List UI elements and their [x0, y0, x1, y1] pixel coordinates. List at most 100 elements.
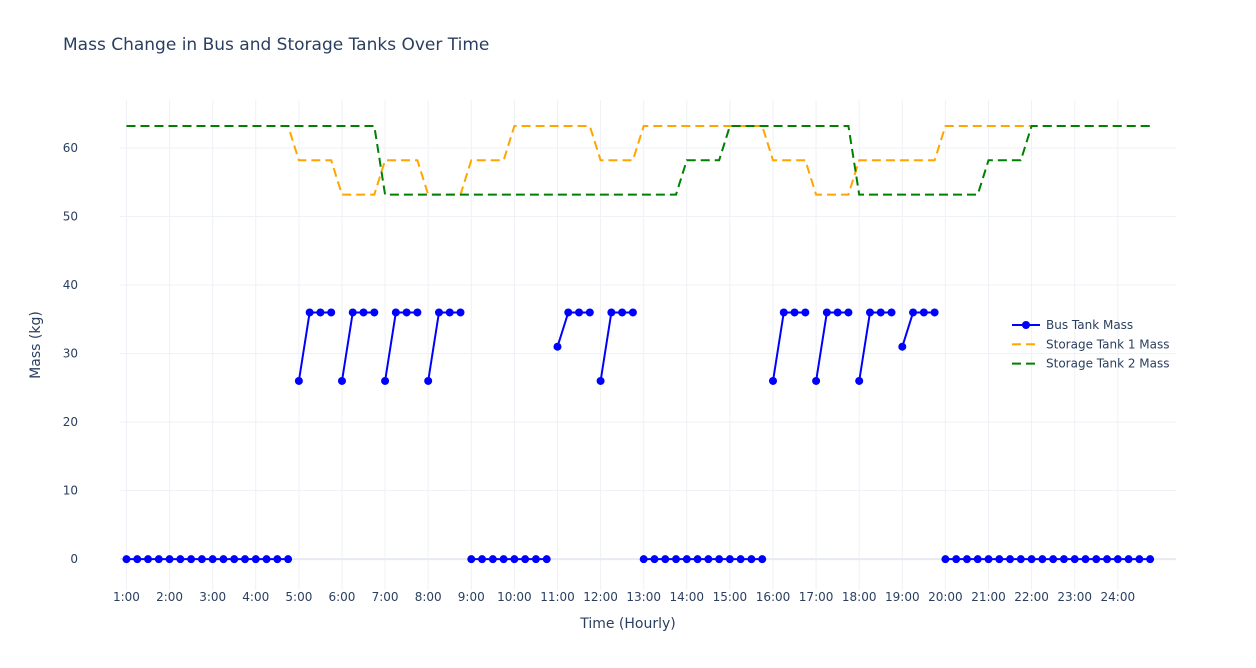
data-point[interactable] [607, 308, 616, 317]
data-point[interactable] [941, 555, 950, 564]
data-point[interactable] [467, 555, 476, 564]
data-point[interactable] [1070, 555, 1079, 564]
data-point[interactable] [962, 555, 971, 564]
data-point[interactable] [661, 555, 670, 564]
data-point[interactable] [1027, 555, 1036, 564]
data-point[interactable] [768, 376, 777, 385]
data-point[interactable] [370, 308, 379, 317]
data-point[interactable] [1016, 555, 1025, 564]
data-point[interactable] [1006, 555, 1015, 564]
data-point[interactable] [833, 308, 842, 317]
data-point[interactable] [381, 376, 390, 385]
data-point[interactable] [736, 555, 745, 564]
data-point[interactable] [197, 555, 206, 564]
data-point[interactable] [219, 555, 228, 564]
data-point[interactable] [855, 376, 864, 385]
data-point[interactable] [144, 555, 153, 564]
data-point[interactable] [391, 308, 400, 317]
data-point[interactable] [812, 376, 821, 385]
data-point[interactable] [1092, 555, 1101, 564]
data-point[interactable] [585, 308, 594, 317]
data-point[interactable] [122, 555, 131, 564]
data-point[interactable] [1049, 555, 1058, 564]
legend-item[interactable]: Storage Tank 2 Mass [1012, 357, 1170, 371]
data-point[interactable] [348, 308, 357, 317]
data-point[interactable] [618, 308, 627, 317]
data-point[interactable] [284, 555, 293, 564]
data-point[interactable] [790, 308, 799, 317]
data-point[interactable] [693, 555, 702, 564]
data-point[interactable] [1038, 555, 1047, 564]
data-point[interactable] [553, 342, 562, 351]
data-point[interactable] [542, 555, 551, 564]
data-point[interactable] [359, 308, 368, 317]
data-point[interactable] [337, 376, 346, 385]
data-point[interactable] [973, 555, 982, 564]
data-point[interactable] [133, 555, 142, 564]
data-point[interactable] [230, 555, 239, 564]
data-point[interactable] [294, 376, 303, 385]
data-point[interactable] [478, 555, 487, 564]
data-point[interactable] [822, 308, 831, 317]
data-point[interactable] [682, 555, 691, 564]
data-point[interactable] [1103, 555, 1112, 564]
data-point[interactable] [639, 555, 648, 564]
data-point[interactable] [1081, 555, 1090, 564]
data-point[interactable] [779, 308, 788, 317]
data-point[interactable] [984, 555, 993, 564]
data-point[interactable] [995, 555, 1004, 564]
data-point[interactable] [510, 555, 519, 564]
legend-item[interactable]: Bus Tank Mass [1012, 318, 1133, 332]
data-point[interactable] [930, 308, 939, 317]
data-point[interactable] [316, 308, 325, 317]
data-point[interactable] [876, 308, 885, 317]
data-point[interactable] [434, 308, 443, 317]
data-point[interactable] [747, 555, 756, 564]
data-point[interactable] [273, 555, 282, 564]
data-point[interactable] [1146, 555, 1155, 564]
legend-item[interactable]: Storage Tank 1 Mass [1012, 337, 1170, 351]
data-point[interactable] [445, 308, 454, 317]
legend[interactable]: Bus Tank Mass Storage Tank 1 Mass Storage … [1012, 318, 1170, 371]
data-point[interactable] [327, 308, 336, 317]
data-point[interactable] [758, 555, 767, 564]
data-point[interactable] [521, 555, 530, 564]
data-point[interactable] [424, 376, 433, 385]
data-point[interactable] [672, 555, 681, 564]
data-point[interactable] [208, 555, 217, 564]
data-point[interactable] [531, 555, 540, 564]
data-point[interactable] [488, 555, 497, 564]
data-point[interactable] [628, 308, 637, 317]
data-point[interactable] [650, 555, 659, 564]
data-point[interactable] [165, 555, 174, 564]
data-point[interactable] [844, 308, 853, 317]
data-point[interactable] [413, 308, 422, 317]
data-point[interactable] [1113, 555, 1122, 564]
data-point[interactable] [909, 308, 918, 317]
data-point[interactable] [305, 308, 314, 317]
data-point[interactable] [715, 555, 724, 564]
data-point[interactable] [564, 308, 573, 317]
data-point[interactable] [499, 555, 508, 564]
data-point[interactable] [596, 376, 605, 385]
data-point[interactable] [1059, 555, 1068, 564]
data-point[interactable] [801, 308, 810, 317]
data-point[interactable] [176, 555, 185, 564]
data-point[interactable] [952, 555, 961, 564]
data-point[interactable] [187, 555, 196, 564]
data-point[interactable] [402, 308, 411, 317]
data-point[interactable] [1124, 555, 1133, 564]
data-point[interactable] [154, 555, 163, 564]
data-point[interactable] [251, 555, 260, 564]
data-point[interactable] [1135, 555, 1144, 564]
data-point[interactable] [725, 555, 734, 564]
data-point[interactable] [887, 308, 896, 317]
data-point[interactable] [898, 342, 907, 351]
data-point[interactable] [704, 555, 713, 564]
data-point[interactable] [262, 555, 271, 564]
data-point[interactable] [240, 555, 249, 564]
data-point[interactable] [919, 308, 928, 317]
data-point[interactable] [456, 308, 465, 317]
data-point[interactable] [575, 308, 584, 317]
data-point[interactable] [865, 308, 874, 317]
